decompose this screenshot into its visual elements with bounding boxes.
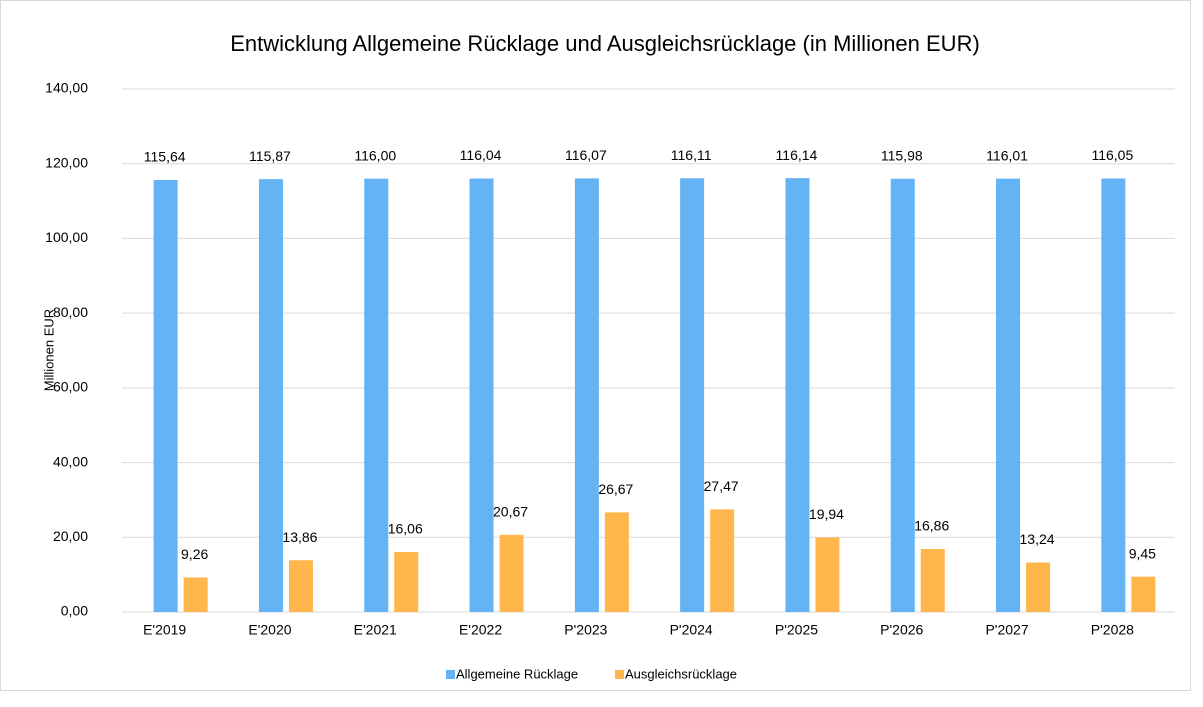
bar [996,178,1021,612]
bar [394,552,419,612]
value-label: 115,64 [144,149,186,165]
value-label: 19,94 [809,506,844,522]
legend-swatch [446,670,455,679]
bar [153,180,178,612]
legend-label: Allgemeine Rücklage [456,666,578,681]
y-tick-label: 20,00 [53,528,88,544]
bar [680,178,705,612]
value-label: 9,26 [181,546,208,562]
x-tick-label: P'2025 [775,622,818,638]
y-tick-label: 100,00 [45,229,88,245]
y-tick-label: 120,00 [45,154,88,170]
bar [785,178,810,612]
value-label: 116,11 [671,147,712,163]
value-label: 116,05 [1091,147,1133,163]
y-tick-label: 80,00 [53,304,88,320]
x-tick-label: P'2024 [670,622,713,638]
value-label: 9,45 [1129,545,1156,561]
x-tick-label: E'2020 [248,622,291,638]
bar [574,178,599,613]
chart-title: Entwicklung Allgemeine Rücklage und Ausg… [230,31,980,56]
y-tick-label: 140,00 [45,80,88,96]
value-label: 116,14 [776,147,818,163]
bar [499,534,524,612]
value-label: 116,04 [460,147,502,163]
value-label: 115,87 [249,148,291,164]
y-tick-label: 40,00 [53,453,88,469]
bar [815,537,840,612]
x-tick-label: E'2022 [459,622,502,638]
bar [364,178,389,612]
value-label: 20,67 [493,503,528,519]
y-tick-label: 60,00 [53,379,88,395]
value-label: 16,06 [388,521,423,537]
bar [604,512,629,612]
value-label: 116,07 [565,147,607,163]
value-label: 27,47 [704,478,739,494]
value-label: 16,86 [914,518,949,534]
bar [1131,576,1156,612]
x-tick-label: P'2026 [880,622,923,638]
bar [920,549,945,612]
value-label: 116,01 [986,147,1028,163]
value-label: 116,00 [354,147,396,163]
legend-swatch [615,670,624,679]
legend-label: Ausgleichsrücklage [625,666,737,681]
value-label: 13,24 [1020,531,1055,547]
value-label: 115,98 [881,147,923,163]
bar [469,178,494,612]
x-tick-label: E'2021 [354,622,397,638]
bar [710,509,735,612]
bar [258,179,283,612]
bar [288,560,313,612]
y-axis-label: Millionen EUR [41,309,56,391]
y-tick-label: 0,00 [61,603,88,619]
x-tick-label: E'2019 [143,622,186,638]
bar [183,577,208,612]
value-label: 13,86 [282,529,317,545]
bar [890,178,915,612]
bar [1101,178,1126,613]
value-label: 26,67 [598,481,633,497]
x-tick-label: P'2027 [985,622,1028,638]
x-tick-label: P'2023 [564,622,607,638]
x-tick-label: P'2028 [1091,622,1134,638]
bar [1026,562,1051,612]
